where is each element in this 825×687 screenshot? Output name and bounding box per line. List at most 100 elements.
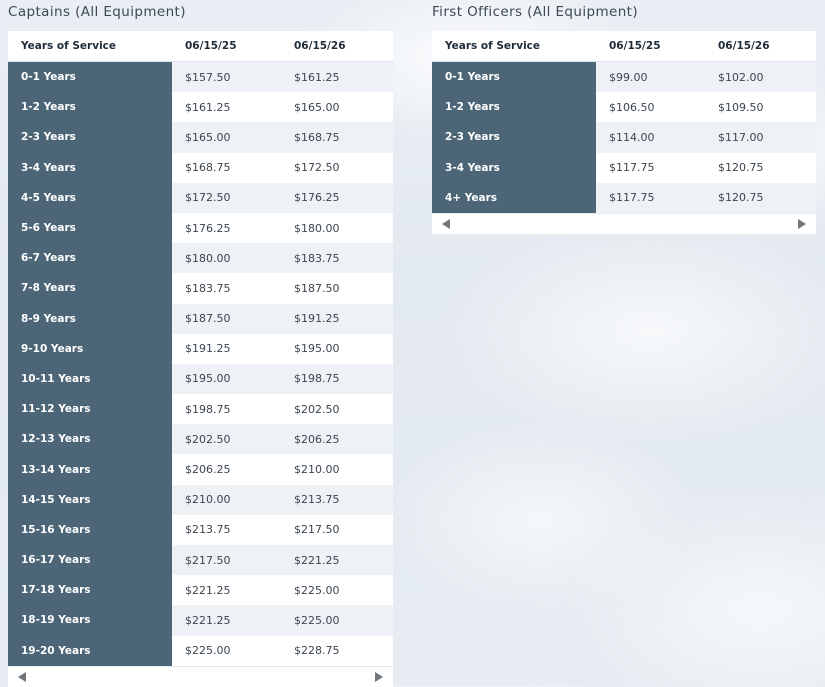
captains-table-body: 0-1 Years $157.50 $161.25 1-2 Years $161.25 $… <box>8 61 393 666</box>
table-row: 2-3 Years $165.00 $168.75 <box>8 122 393 153</box>
cell-rate-2026: $109.50 <box>705 92 816 123</box>
table-row: 2-3 Years $114.00 $117.00 <box>432 122 816 153</box>
scroll-left-arrow-icon[interactable] <box>442 218 450 229</box>
cell-rate-2026: $221.25 <box>281 545 393 576</box>
captains-panel: Captains (All Equipment) Years of Servic… <box>8 0 393 687</box>
cell-rate-2026: $120.75 <box>705 182 816 213</box>
scroll-right-arrow-icon[interactable] <box>798 218 806 229</box>
cell-years-of-service: 3-4 Years <box>8 152 172 183</box>
first-officers-panel: First Officers (All Equipment) Years of … <box>432 0 816 234</box>
table-row: 9-10 Years $191.25 $195.00 <box>8 333 393 364</box>
cell-years-of-service: 19-20 Years <box>8 635 172 666</box>
column-header-date-2026: 06/15/26 <box>281 31 393 62</box>
cell-rate-2025: $187.50 <box>172 303 281 334</box>
cell-years-of-service: 12-13 Years <box>8 424 172 455</box>
cell-years-of-service: 5-6 Years <box>8 212 172 244</box>
cell-years-of-service: 13-14 Years <box>8 454 172 485</box>
table-row: 12-13 Years $202.50 $206.25 <box>8 424 393 455</box>
cell-years-of-service: 9-10 Years <box>8 333 172 364</box>
table-header-row: Years of Service 06/15/25 06/15/26 <box>8 31 393 62</box>
cell-rate-2025: $161.25 <box>172 92 281 123</box>
table-row: 7-8 Years $183.75 $187.50 <box>8 273 393 304</box>
table-row: 13-14 Years $206.25 $210.00 <box>8 454 393 485</box>
cell-rate-2026: $191.25 <box>281 303 393 334</box>
cell-rate-2026: $180.00 <box>281 212 393 244</box>
cell-rate-2025: $202.50 <box>172 424 281 455</box>
cell-rate-2025: $117.75 <box>596 182 705 213</box>
cell-years-of-service: 1-2 Years <box>8 92 172 123</box>
cell-rate-2026: $195.00 <box>281 333 393 364</box>
table-row: 3-4 Years $168.75 $172.50 <box>8 152 393 183</box>
table-row: 0-1 Years $157.50 $161.25 <box>8 61 393 93</box>
column-header-years: Years of Service <box>8 31 172 62</box>
cell-rate-2026: $102.00 <box>705 61 816 93</box>
cell-rate-2026: $120.75 <box>705 152 816 183</box>
cell-rate-2025: $172.50 <box>172 182 281 213</box>
first-officers-horizontal-scrollbar[interactable] <box>432 212 816 234</box>
cell-years-of-service: 0-1 Years <box>8 61 172 93</box>
cell-rate-2025: $191.25 <box>172 333 281 364</box>
cell-rate-2025: $225.00 <box>172 635 281 666</box>
captains-horizontal-scrollbar[interactable] <box>8 665 393 687</box>
cell-rate-2025: $221.25 <box>172 605 281 636</box>
cell-rate-2026: $117.00 <box>705 122 816 153</box>
cell-rate-2025: $180.00 <box>172 243 281 274</box>
cell-rate-2025: $217.50 <box>172 545 281 576</box>
table-row: 17-18 Years $221.25 $225.00 <box>8 575 393 606</box>
cell-years-of-service: 14-15 Years <box>8 484 172 515</box>
table-row: 4+ Years $117.75 $120.75 <box>432 182 816 213</box>
cell-rate-2026: $172.50 <box>281 152 393 183</box>
cell-rate-2026: $217.50 <box>281 514 393 545</box>
table-row: 8-9 Years $187.50 $191.25 <box>8 303 393 334</box>
cell-rate-2026: $183.75 <box>281 243 393 274</box>
cell-years-of-service: 7-8 Years <box>8 273 172 304</box>
cell-rate-2025: $157.50 <box>172 61 281 93</box>
cell-rate-2025: $106.50 <box>596 92 705 123</box>
cell-rate-2026: $202.50 <box>281 394 393 425</box>
cell-years-of-service: 4-5 Years <box>8 182 172 213</box>
cell-years-of-service: 18-19 Years <box>8 605 172 636</box>
cell-rate-2026: $187.50 <box>281 273 393 304</box>
table-row: 4-5 Years $172.50 $176.25 <box>8 182 393 213</box>
table-row: 14-15 Years $210.00 $213.75 <box>8 484 393 515</box>
table-row: 6-7 Years $180.00 $183.75 <box>8 243 393 274</box>
table-row: 5-6 Years $176.25 $180.00 <box>8 212 393 244</box>
column-header-date-2026: 06/15/26 <box>705 31 816 62</box>
table-row: 11-12 Years $198.75 $202.50 <box>8 394 393 425</box>
cell-rate-2025: $99.00 <box>596 61 705 93</box>
cell-rate-2026: $198.75 <box>281 363 393 395</box>
cell-years-of-service: 3-4 Years <box>432 152 596 183</box>
cell-rate-2025: $165.00 <box>172 122 281 153</box>
cell-years-of-service: 16-17 Years <box>8 545 172 576</box>
cell-years-of-service: 17-18 Years <box>8 575 172 606</box>
table-row: 1-2 Years $106.50 $109.50 <box>432 92 816 123</box>
cell-rate-2026: $225.00 <box>281 605 393 636</box>
cell-rate-2025: $114.00 <box>596 122 705 153</box>
cell-years-of-service: 1-2 Years <box>432 92 596 123</box>
table-row: 10-11 Years $195.00 $198.75 <box>8 363 393 395</box>
scroll-right-arrow-icon[interactable] <box>375 671 383 682</box>
column-header-years: Years of Service <box>432 31 596 62</box>
column-header-date-2025: 06/15/25 <box>596 31 705 62</box>
cell-years-of-service: 2-3 Years <box>8 122 172 153</box>
captains-title: Captains (All Equipment) <box>8 4 186 20</box>
cell-rate-2026: $206.25 <box>281 424 393 455</box>
cell-rate-2026: $210.00 <box>281 454 393 485</box>
cell-years-of-service: 15-16 Years <box>8 514 172 545</box>
cell-years-of-service: 6-7 Years <box>8 243 172 274</box>
cell-rate-2026: $213.75 <box>281 484 393 515</box>
cell-rate-2026: $228.75 <box>281 635 393 666</box>
cell-years-of-service: 11-12 Years <box>8 394 172 425</box>
table-row: 19-20 Years $225.00 $228.75 <box>8 635 393 666</box>
cell-rate-2026: $161.25 <box>281 61 393 93</box>
table-row: 0-1 Years $99.00 $102.00 <box>432 61 816 93</box>
first-officers-pay-table: Years of Service 06/15/25 06/15/26 0-1 Y… <box>432 31 816 213</box>
table-row: 16-17 Years $217.50 $221.25 <box>8 545 393 576</box>
table-header-row: Years of Service 06/15/25 06/15/26 <box>432 31 816 62</box>
cell-rate-2025: $117.75 <box>596 152 705 183</box>
scroll-left-arrow-icon[interactable] <box>18 671 26 682</box>
cell-rate-2025: $176.25 <box>172 212 281 244</box>
cell-rate-2025: $213.75 <box>172 514 281 545</box>
cell-rate-2026: $225.00 <box>281 575 393 606</box>
cell-rate-2026: $176.25 <box>281 182 393 213</box>
